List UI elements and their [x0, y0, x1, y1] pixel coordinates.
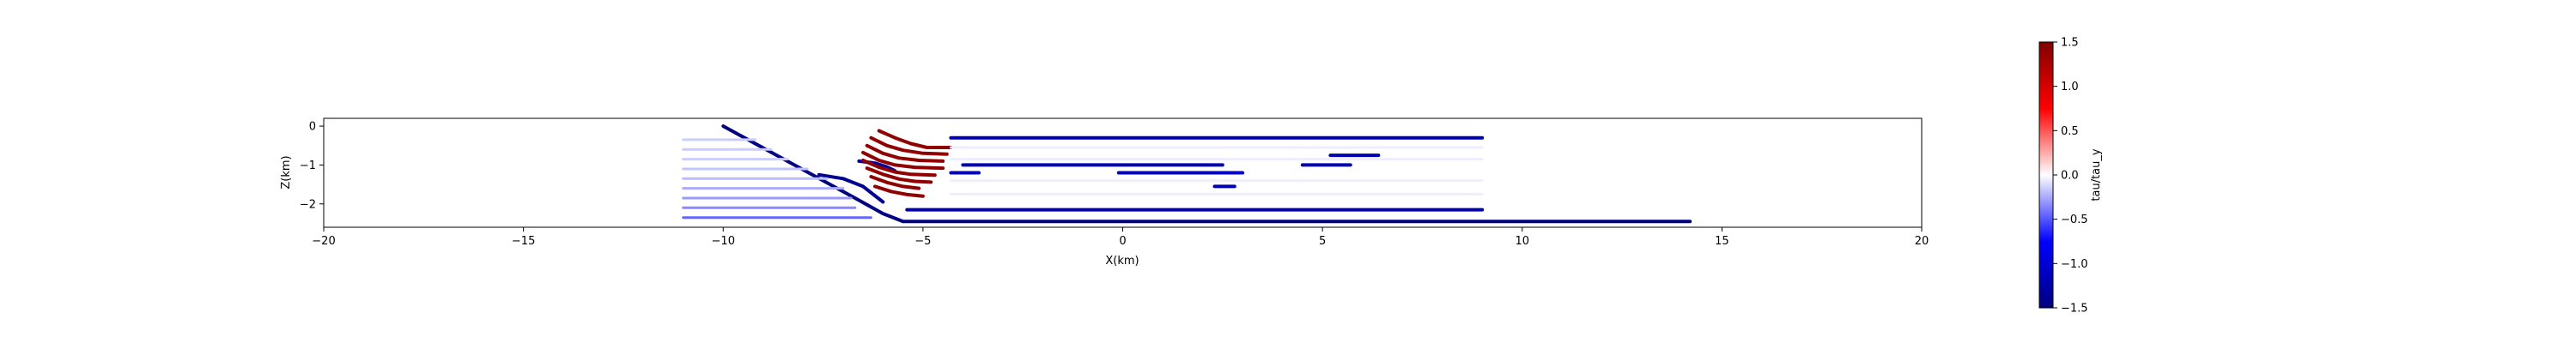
- series-line: [861, 159, 937, 178]
- series-line: [721, 124, 1692, 224]
- colorbar-tick-label: 1.5: [2061, 37, 2079, 50]
- y-axis: 0 −1 −2: [300, 121, 324, 211]
- y-tick-label: −2: [300, 198, 316, 211]
- colorbar-label: tau/tau_y: [2090, 148, 2103, 201]
- series-line: [873, 184, 925, 198]
- x-axis: −20 −15 −10 −5 0 5 10 15 20: [312, 227, 1929, 248]
- colorbar-tick-label: 0.5: [2061, 125, 2079, 138]
- series-line: [869, 175, 921, 190]
- x-tick-label: 15: [1715, 235, 1729, 248]
- colorbar-tick-label: 0.0: [2061, 170, 2079, 183]
- x-tick-label: −20: [312, 235, 335, 248]
- colorbar: [2038, 41, 2054, 309]
- x-tick-label: 10: [1515, 235, 1529, 248]
- y-tick-label: −1: [300, 159, 316, 172]
- x-axis-label: X(km): [1105, 255, 1139, 268]
- x-tick-label: 0: [1119, 235, 1126, 248]
- colorbar-tick-label: 1.0: [2061, 81, 2079, 93]
- colorbar-ticks: 1.5 1.0 0.5 0.0 −0.5 −1.0 −1.5: [2053, 37, 2088, 316]
- colorbar-tick-label: −0.5: [2061, 214, 2088, 226]
- y-tick-label: 0: [309, 121, 316, 134]
- series-line: [865, 143, 945, 163]
- series-line: [861, 150, 945, 171]
- series-layer: [682, 124, 1692, 224]
- x-tick-label: −5: [914, 235, 931, 248]
- series-line: [817, 172, 885, 204]
- x-tick-label: −10: [712, 235, 735, 248]
- series-line: [877, 129, 953, 149]
- colorbar-tick-label: −1.5: [2061, 303, 2088, 316]
- x-tick-label: −15: [512, 235, 535, 248]
- x-tick-label: 20: [1915, 235, 1929, 248]
- series-line: [869, 135, 949, 156]
- series-line: [865, 166, 933, 184]
- y-axis-label: Z(km): [280, 155, 293, 189]
- colorbar-tick-label: −1.0: [2061, 258, 2088, 271]
- x-tick-label: 5: [1319, 235, 1326, 248]
